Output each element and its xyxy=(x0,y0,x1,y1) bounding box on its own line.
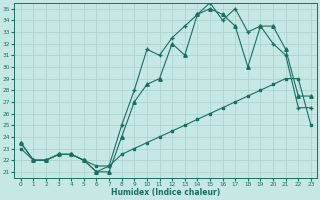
X-axis label: Humidex (Indice chaleur): Humidex (Indice chaleur) xyxy=(111,188,220,197)
